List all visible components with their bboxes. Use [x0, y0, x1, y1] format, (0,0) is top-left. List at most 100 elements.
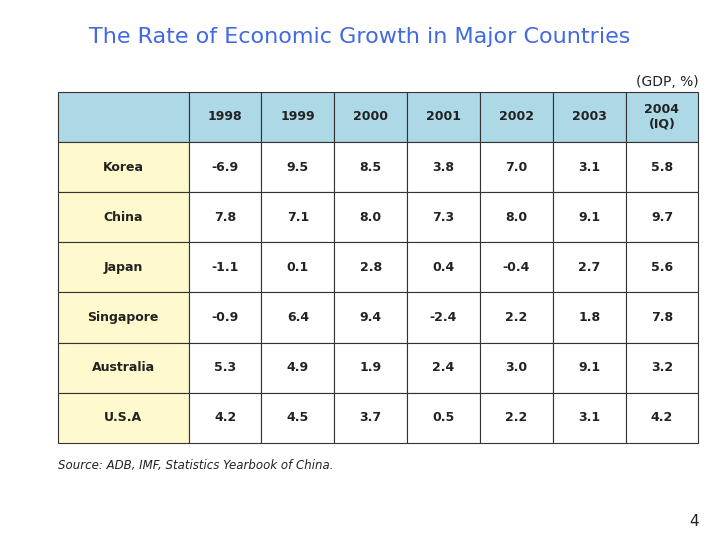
Text: 2004
(IQ): 2004 (IQ)	[644, 103, 680, 131]
Bar	[480, 393, 553, 443]
Bar	[58, 292, 189, 342]
Bar	[261, 142, 334, 192]
Text: 0.1: 0.1	[287, 261, 309, 274]
Text: -6.9: -6.9	[212, 160, 238, 173]
Bar	[553, 342, 626, 393]
Text: 0.5: 0.5	[433, 411, 454, 424]
Text: 8.0: 8.0	[360, 211, 382, 224]
Bar	[553, 292, 626, 342]
Text: 2.4: 2.4	[433, 361, 454, 374]
Bar	[626, 393, 698, 443]
Text: 1998: 1998	[208, 110, 243, 123]
Bar	[553, 92, 626, 142]
Bar	[553, 142, 626, 192]
Bar	[626, 92, 698, 142]
Bar	[407, 242, 480, 292]
Text: 2000: 2000	[354, 110, 388, 123]
Bar	[407, 192, 480, 242]
Bar	[626, 342, 698, 393]
Text: 1.8: 1.8	[578, 311, 600, 324]
Text: 6.4: 6.4	[287, 311, 309, 324]
Bar	[189, 142, 261, 192]
Bar	[480, 242, 553, 292]
Text: 9.1: 9.1	[578, 361, 600, 374]
Text: 3.2: 3.2	[651, 361, 673, 374]
Bar	[480, 92, 553, 142]
Text: 9.1: 9.1	[578, 211, 600, 224]
Bar	[407, 142, 480, 192]
Text: 2002: 2002	[499, 110, 534, 123]
Text: 8.0: 8.0	[505, 211, 528, 224]
Text: 7.8: 7.8	[651, 311, 673, 324]
Text: 9.7: 9.7	[651, 211, 673, 224]
Text: 4.2: 4.2	[651, 411, 673, 424]
Text: 7.3: 7.3	[433, 211, 454, 224]
Bar	[553, 393, 626, 443]
Text: 3.1: 3.1	[578, 411, 600, 424]
Bar	[407, 342, 480, 393]
Text: -0.4: -0.4	[503, 261, 530, 274]
Bar	[189, 92, 261, 142]
Bar	[58, 142, 189, 192]
Bar	[480, 292, 553, 342]
Text: 2.2: 2.2	[505, 411, 528, 424]
Text: 5.6: 5.6	[651, 261, 673, 274]
Text: 1999: 1999	[281, 110, 315, 123]
Text: 7.1: 7.1	[287, 211, 309, 224]
Bar	[553, 192, 626, 242]
Bar	[334, 342, 407, 393]
Text: 2.7: 2.7	[578, 261, 600, 274]
Bar	[189, 342, 261, 393]
Bar	[334, 242, 407, 292]
Bar	[261, 92, 334, 142]
Text: 2.8: 2.8	[360, 261, 382, 274]
Text: China: China	[104, 211, 143, 224]
Bar	[189, 393, 261, 443]
Text: 5.8: 5.8	[651, 160, 673, 173]
Text: Singapore: Singapore	[87, 311, 159, 324]
Bar	[261, 393, 334, 443]
Text: 3.1: 3.1	[578, 160, 600, 173]
Text: 3.8: 3.8	[433, 160, 454, 173]
Text: 4.5: 4.5	[287, 411, 309, 424]
Bar	[334, 292, 407, 342]
Text: 4: 4	[689, 514, 698, 529]
Text: 2001: 2001	[426, 110, 461, 123]
Bar	[480, 142, 553, 192]
Text: 5.3: 5.3	[214, 361, 236, 374]
Bar	[58, 242, 189, 292]
Text: Australia: Australia	[91, 361, 155, 374]
Bar	[261, 342, 334, 393]
Bar	[261, 242, 334, 292]
Text: 4.2: 4.2	[214, 411, 236, 424]
Bar	[407, 292, 480, 342]
Bar	[58, 92, 189, 142]
Text: U.S.A: U.S.A	[104, 411, 142, 424]
Text: (GDP, %): (GDP, %)	[636, 75, 698, 89]
Text: The Rate of Economic Growth in Major Countries: The Rate of Economic Growth in Major Cou…	[89, 27, 631, 47]
Bar	[626, 192, 698, 242]
Text: 4.9: 4.9	[287, 361, 309, 374]
Bar	[189, 192, 261, 242]
Text: 7.8: 7.8	[214, 211, 236, 224]
Bar	[334, 192, 407, 242]
Bar	[58, 192, 189, 242]
Text: 2.2: 2.2	[505, 311, 528, 324]
Text: Source: ADB, IMF, Statistics Yearbook of China.: Source: ADB, IMF, Statistics Yearbook of…	[58, 459, 333, 472]
Text: 0.4: 0.4	[433, 261, 454, 274]
Text: 2003: 2003	[572, 110, 607, 123]
Text: 1.9: 1.9	[360, 361, 382, 374]
Text: -0.9: -0.9	[212, 311, 239, 324]
Bar	[334, 142, 407, 192]
Bar	[334, 92, 407, 142]
Bar	[189, 242, 261, 292]
Bar	[553, 242, 626, 292]
Text: 3.7: 3.7	[360, 411, 382, 424]
Bar	[407, 393, 480, 443]
Bar	[334, 393, 407, 443]
Text: 3.0: 3.0	[505, 361, 528, 374]
Text: 8.5: 8.5	[360, 160, 382, 173]
Bar	[407, 92, 480, 142]
Bar	[58, 342, 189, 393]
Text: Korea: Korea	[103, 160, 143, 173]
